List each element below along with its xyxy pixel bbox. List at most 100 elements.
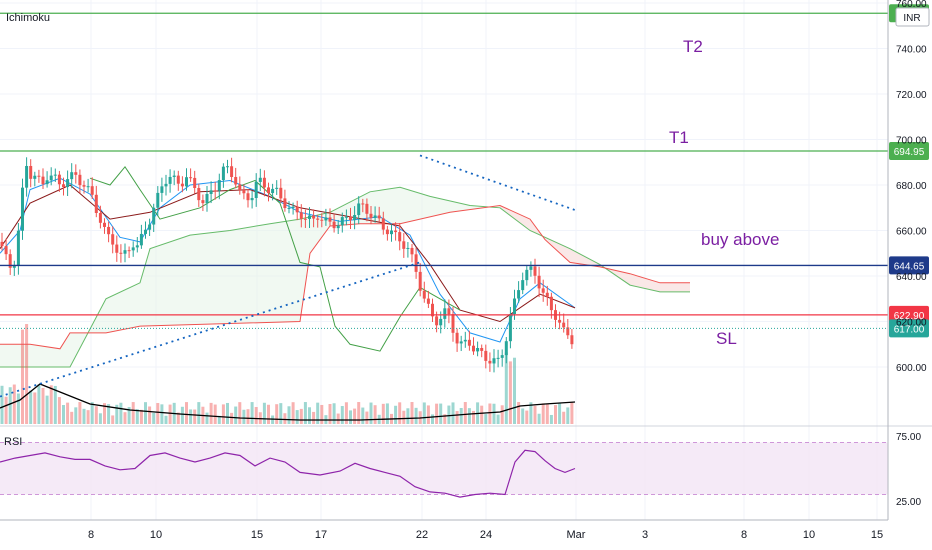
level-price-tag[interactable] [889, 256, 929, 275]
candle-body [164, 183, 168, 187]
price-tick-label: 740.00 [896, 45, 927, 56]
volume-bar [254, 407, 258, 424]
candle-body [123, 250, 127, 254]
volume-bar [549, 414, 553, 424]
volume-bar [357, 402, 361, 424]
candle-body [258, 177, 262, 182]
candle-body [90, 186, 94, 195]
candle-body [172, 175, 176, 177]
candle-body [45, 180, 49, 185]
volume-bar [139, 409, 143, 424]
candle-body [107, 226, 111, 235]
candle-body [406, 247, 410, 249]
currency-badge[interactable] [895, 7, 930, 27]
volume-bar [431, 414, 434, 424]
volume-bar [410, 402, 414, 424]
rsi-pane [0, 425, 932, 498]
volume-bar [570, 402, 574, 424]
volume-bar [373, 405, 377, 424]
candle-body [349, 216, 352, 221]
candle-body [21, 187, 24, 231]
volume-bar [291, 402, 295, 424]
candle-body [353, 215, 357, 221]
volume-bar [156, 403, 160, 424]
candle-body [394, 230, 398, 233]
volume-bar [86, 410, 90, 424]
candle-body [66, 179, 70, 188]
sl-annotation: SL [716, 329, 737, 348]
candle-body [312, 215, 316, 219]
volume-bar [16, 393, 20, 424]
volume-bar [303, 402, 307, 424]
ichimoku-cloud [0, 186, 690, 368]
candle-body [484, 350, 488, 361]
candle-body [262, 177, 266, 188]
rsi-band [0, 442, 888, 495]
volume-bar [508, 361, 512, 424]
candle-body [504, 341, 508, 356]
level-price-tag[interactable] [889, 319, 929, 338]
candle-body [78, 174, 82, 186]
volume-bar [185, 402, 188, 424]
volume-bar [472, 410, 475, 424]
candle-body [234, 176, 238, 185]
volume-bar [111, 415, 115, 424]
volume-bar [78, 402, 82, 424]
volume-bar [82, 408, 86, 424]
volume-bar [217, 415, 221, 424]
candle-body [426, 298, 430, 304]
candle-body [197, 188, 201, 201]
candle-body [209, 190, 213, 195]
price-tick-label: 680.00 [896, 181, 927, 192]
candle-body [357, 203, 361, 216]
volume-bar [504, 352, 508, 424]
level-price-tag[interactable] [889, 141, 929, 160]
time-tick-label: Mar [567, 529, 586, 541]
candle-body [492, 358, 496, 364]
volume-bar [279, 403, 283, 424]
candle-body [537, 275, 541, 289]
candle-body [119, 252, 123, 254]
indicator-legend: Ichimoku [6, 12, 50, 24]
volume-bar [246, 409, 250, 424]
volume-bar [12, 384, 16, 424]
volume-bar [353, 408, 357, 424]
volume-bar [529, 402, 533, 424]
volume-bars [0, 324, 576, 424]
base-line [0, 184, 576, 323]
candle-body [230, 166, 234, 177]
level-price-label: 617.00 [894, 324, 925, 335]
candle-body [480, 348, 484, 351]
volume-bar [336, 413, 340, 424]
candle-body [431, 303, 434, 317]
volume-bar [340, 406, 344, 424]
volume-bar [554, 405, 557, 424]
volume-bar [287, 406, 291, 424]
price-tick-label: 620.00 [896, 318, 927, 329]
volume-bar [193, 409, 197, 424]
volume-bar [275, 404, 279, 424]
volume-bar [267, 404, 270, 424]
volume-bar [320, 404, 324, 424]
t2-annotation: T2 [683, 37, 703, 56]
volume-bar [262, 402, 266, 424]
volume-bar [316, 402, 320, 424]
candle-body [549, 296, 553, 311]
volume-bar [517, 402, 521, 424]
candle-body [410, 247, 414, 255]
volume-bar [349, 410, 352, 424]
volume-bar [525, 410, 529, 424]
candle-body [324, 217, 328, 221]
candle-body [508, 314, 512, 342]
candle-body [340, 217, 344, 226]
candle-body [525, 269, 529, 281]
candle-body [570, 335, 574, 345]
candle-body [308, 215, 311, 219]
time-tick-label: 10 [150, 529, 162, 541]
candle-body [320, 219, 324, 221]
volume-bar [226, 402, 229, 424]
time-tick-label: 17 [315, 529, 327, 541]
volume-bar [295, 410, 299, 424]
